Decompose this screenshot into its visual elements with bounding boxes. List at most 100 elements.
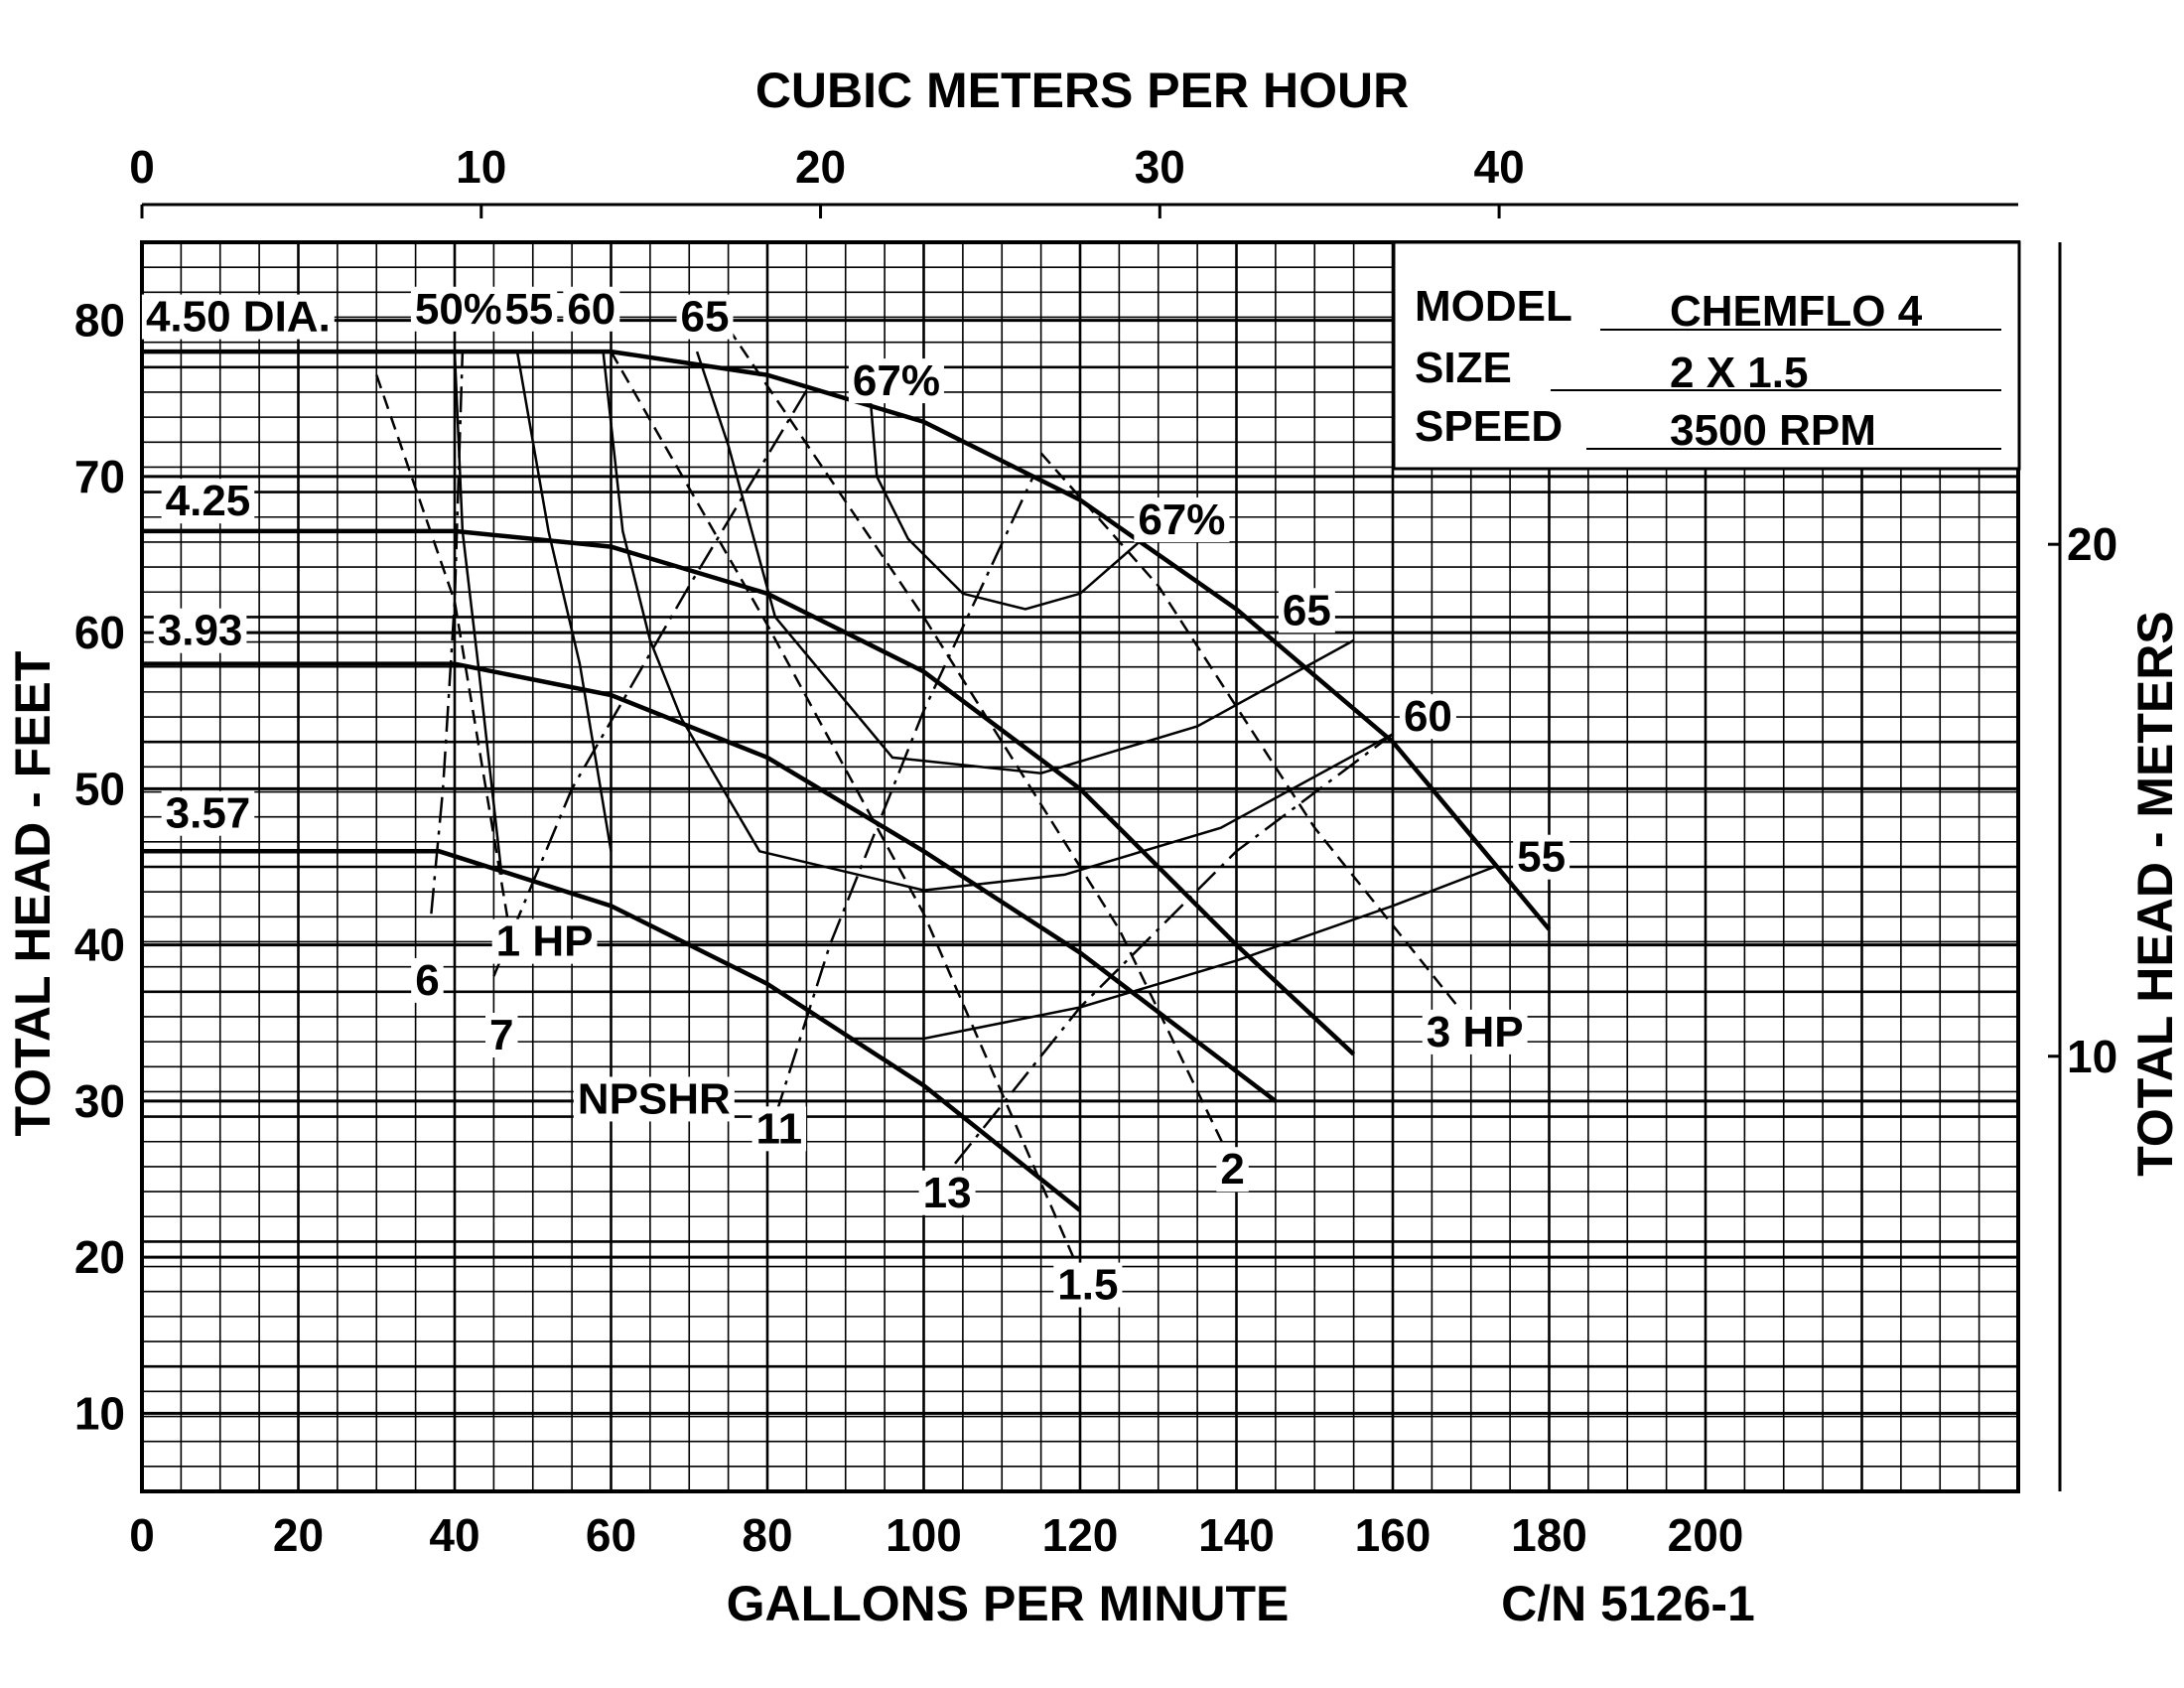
- y-tick-label: 10: [74, 1387, 125, 1439]
- eff-65-label-2: 65: [1283, 586, 1331, 634]
- dia-357-label-bg: [161, 790, 255, 836]
- eff-55-label-2: 55: [1517, 833, 1566, 882]
- axes: 0 20 40 60 80 100 120 140 160 180 2001020304050607…: [74, 141, 2117, 1561]
- npshr-13-label: 13: [923, 1169, 972, 1217]
- x-tick-label: 160: [1355, 1509, 1432, 1561]
- x-tick-label: 180: [1511, 1509, 1587, 1561]
- curves: [142, 327, 1552, 1274]
- right-tick-label: 10: [2067, 1031, 2117, 1082]
- eff-60-label-2-bg: [1399, 694, 1456, 740]
- npshr-curve: [773, 476, 1034, 1117]
- eff-67-label-bg: [848, 358, 944, 404]
- npshr-7-label-bg: [485, 1012, 518, 1057]
- eff-65-label-2-bg: [1278, 588, 1335, 633]
- efficiency-curve: [453, 352, 503, 876]
- right-axis-title: TOTAL HEAD - METERS: [2127, 611, 2183, 1176]
- x-tick-label: 140: [1198, 1509, 1275, 1561]
- y-tick-label: 80: [74, 295, 125, 347]
- efficiency-curve: [868, 382, 1144, 611]
- eff-55-label: 55: [504, 285, 553, 334]
- eff-60-label-2: 60: [1404, 692, 1452, 741]
- efficiency-curve: [602, 351, 1394, 892]
- dia-393-label-bg: [153, 608, 247, 653]
- efficiency-curve: [695, 351, 1355, 774]
- eff-55-label-bg: [500, 286, 558, 332]
- eff-60-label-bg: [563, 286, 620, 332]
- hp-15-label-bg: [1053, 1262, 1123, 1308]
- catalog-number: C/N 5126-1: [1501, 1576, 1755, 1631]
- efficiency-curve: [853, 865, 1495, 1041]
- info-box: [1392, 240, 2021, 471]
- y-tick-label: 70: [74, 451, 125, 502]
- horsepower-curve: [610, 351, 1082, 1274]
- horsepower-curve: [727, 327, 1230, 1157]
- x-tick-label: 40: [429, 1509, 479, 1561]
- y-tick-label: 30: [74, 1075, 125, 1127]
- size-key: SIZE: [1415, 344, 1512, 392]
- npshr-11-label: 11: [756, 1104, 803, 1153]
- x-tick-label: 60: [586, 1509, 636, 1561]
- x-tick-label: 80: [742, 1509, 792, 1561]
- top-tick-label: 0: [129, 141, 155, 193]
- dia-425-label-bg: [161, 479, 255, 524]
- hp-1-label-bg: [491, 918, 598, 964]
- npshr-curve: [492, 389, 808, 977]
- x-tick-label: 0: [129, 1509, 155, 1561]
- dia-357-label: 3.57: [166, 789, 251, 838]
- eff-67-label-2-bg: [1134, 497, 1230, 543]
- y-tick-label: 40: [74, 919, 125, 971]
- npshr-6-label-bg: [411, 957, 444, 1003]
- dia-425-label: 4.25: [166, 477, 251, 525]
- head-curve: [142, 528, 1356, 1056]
- eff-50-label-bg: [410, 286, 506, 332]
- npshr-6-label: 6: [415, 956, 439, 1005]
- right-tick-label: 20: [2067, 518, 2117, 570]
- head-curve: [142, 661, 1278, 1103]
- horsepower-curve: [1039, 452, 1472, 1025]
- hp-2-label-bg: [1216, 1147, 1249, 1193]
- top-axis-title: CUBIC METERS PER HOUR: [755, 63, 1409, 118]
- dia-393-label: 3.93: [158, 607, 243, 655]
- hp-1-label: 1 HP: [496, 917, 594, 966]
- npshr-13-label-bg: [918, 1170, 976, 1215]
- hp-3-label: 3 HP: [1427, 1008, 1524, 1056]
- dia-450-label-bg: [141, 294, 335, 340]
- speed-value: 3500 RPM: [1670, 406, 1876, 455]
- eff-67-label: 67%: [853, 356, 940, 405]
- y-tick-label: 50: [74, 763, 125, 814]
- npshr-11-label-bg: [751, 1106, 807, 1152]
- y-tick-label: 60: [74, 607, 125, 658]
- eff-50-label: 50%: [415, 285, 502, 334]
- x-tick-label: 20: [273, 1509, 324, 1561]
- model-value: CHEMFLO 4: [1670, 287, 1923, 336]
- x-tick-label: 200: [1668, 1509, 1744, 1561]
- top-tick-label: 10: [456, 141, 506, 193]
- eff-65-label: 65: [681, 293, 730, 342]
- dia-450-label: 4.50 DIA.: [146, 293, 331, 342]
- x-tick-label: 100: [886, 1509, 962, 1561]
- npshr-title-label: NPSHR: [578, 1074, 731, 1123]
- speed-key: SPEED: [1415, 402, 1563, 451]
- size-value: 2 X 1.5: [1670, 349, 1808, 397]
- left-axis-title: TOTAL HEAD - FEET: [5, 651, 61, 1137]
- x-tick-label: 120: [1042, 1509, 1119, 1561]
- top-tick-label: 20: [795, 141, 846, 193]
- horsepower-curve: [375, 374, 511, 930]
- eff-65-label-bg: [676, 294, 734, 340]
- npshr-title-label-bg: [573, 1076, 735, 1122]
- y-tick-label: 20: [74, 1231, 125, 1283]
- eff-60-label: 60: [567, 285, 615, 334]
- model-key: MODEL: [1415, 282, 1572, 331]
- npshr-7-label: 7: [489, 1011, 513, 1059]
- eff-55-label-2-bg: [1513, 834, 1570, 880]
- head-curve: [142, 349, 1552, 931]
- npshr-curve: [954, 733, 1394, 1165]
- top-tick-label: 40: [1474, 141, 1525, 193]
- efficiency-curve: [515, 351, 613, 852]
- eff-67-label-2: 67%: [1138, 495, 1225, 544]
- top-tick-label: 30: [1135, 141, 1185, 193]
- hp-15-label: 1.5: [1057, 1261, 1118, 1310]
- plot-frame: [140, 240, 2020, 1493]
